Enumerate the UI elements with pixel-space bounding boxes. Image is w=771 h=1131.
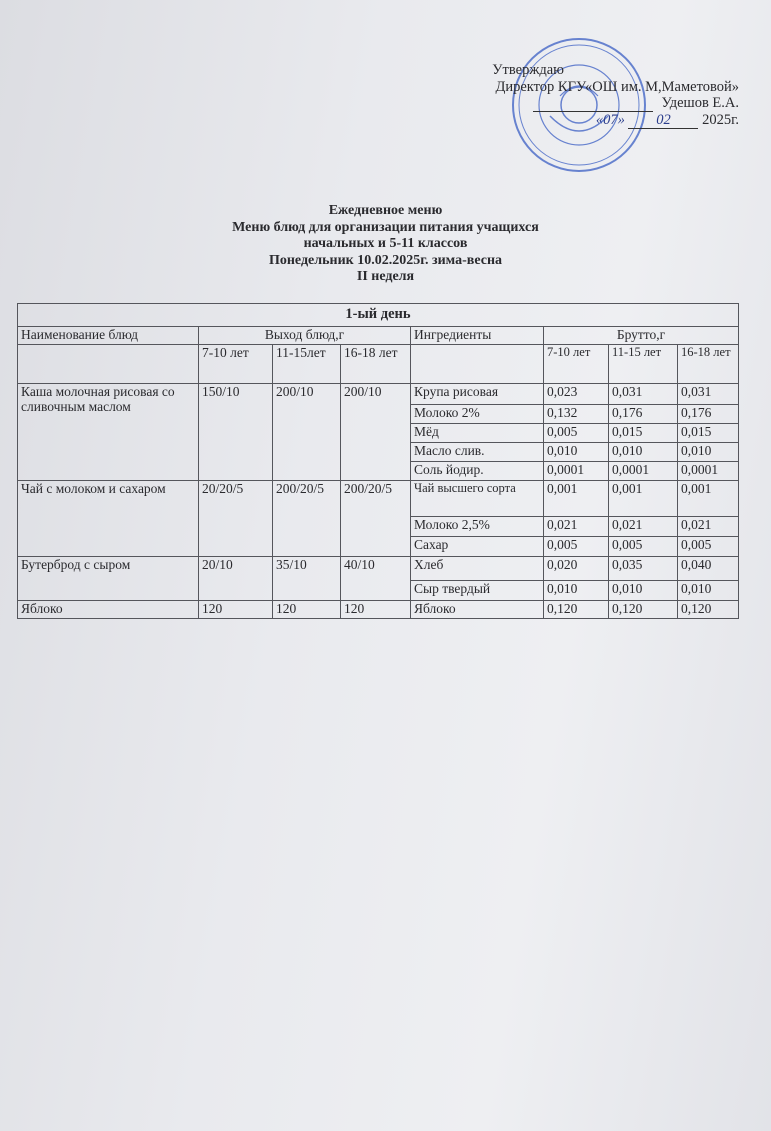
empty-cell (17, 344, 199, 384)
ingredient-name: Сыр твердый (410, 580, 544, 601)
ingredient-gross: 0,120 (677, 600, 739, 619)
heading-line-4: Понедельник 10.02.2025г. зима-весна (268, 252, 503, 268)
ingredient-gross: 0,001 (608, 480, 678, 517)
ingredient-gross: 0,132 (543, 404, 609, 424)
dish-yield: 120 (272, 600, 341, 619)
dish-yield: 20/10 (198, 556, 273, 601)
header-dish: Наименование блюд (17, 326, 199, 345)
header-yield: Выход блюд,г (198, 326, 411, 345)
table-row: Каша молочная рисовая со сливочным масло… (17, 383, 739, 481)
approval-position: Директор КГУ«ОШ им. М,Маметовой» (495, 78, 739, 95)
table-row: Бутерброд с сыром 20/10 35/10 40/10 Хлеб 0,02… (17, 556, 739, 601)
ingredient-gross: 0,001 (677, 480, 739, 517)
menu-table: 1-ый день Наименование блюд Выход блюд,г… (17, 303, 739, 619)
gross-age: 16-18 лет (677, 344, 739, 384)
ingredient-gross: 0,0001 (677, 461, 739, 481)
dish-name: Бутерброд с сыром (17, 556, 199, 601)
yield-age: 11-15лет (272, 344, 341, 384)
approval-signature: Удешов Е.А. (492, 95, 739, 112)
dish-name: Яблоко (17, 600, 199, 619)
heading-line-3: начальных и 5-11 классов (303, 236, 468, 251)
dish-yield: 200/10 (340, 383, 411, 481)
gross-age: 7-10 лет (543, 344, 609, 384)
ingredient-gross: 0,0001 (608, 461, 678, 481)
dish-yield: 20/20/5 (198, 480, 273, 557)
ingredient-name: Крупа рисовая (410, 383, 544, 405)
empty-cell (410, 344, 544, 384)
ingredient-gross: 0,040 (677, 556, 739, 581)
table-row: Молоко 2% 0,132 0,176 0,176 (18, 404, 739, 424)
approval-date: «07» 02 2025г. (492, 111, 739, 129)
date-year: 2025г. (702, 111, 739, 128)
yield-age: 7-10 лет (198, 344, 273, 384)
ingredient-name: Чай высшего сорта (410, 480, 544, 517)
ingredient-gross: 0,010 (677, 580, 739, 601)
date-day: «07» (595, 111, 625, 128)
ingredient-gross: 0,010 (608, 580, 678, 601)
ingredient-gross: 0,120 (608, 600, 678, 619)
dish-yield: 200/20/5 (272, 480, 341, 557)
ingredient-gross: 0,010 (543, 580, 609, 601)
heading-line-2: Меню блюд для организации питания учащих… (232, 219, 539, 235)
ingredient-name: Масло слив. (410, 442, 544, 462)
ingredient-gross: 0,035 (608, 556, 678, 581)
dish-yield: 150/10 (198, 383, 273, 481)
dish-yield: 40/10 (340, 556, 411, 601)
approval-title: Утверждаю (492, 62, 564, 78)
date-month: 02 (628, 112, 699, 129)
ingredient-name: Хлеб (410, 556, 544, 581)
table-row: Яблоко 120 120 120 Яблоко 0,120 0,120 0,120 (17, 600, 739, 619)
ingredient-gross: 0,021 (608, 516, 678, 537)
ingredient-name: Мёд (410, 423, 544, 443)
ingredient-gross: 0,120 (543, 600, 609, 619)
ingredient-gross: 0,021 (543, 516, 609, 537)
dish-name: Каша молочная рисовая со сливочным масло… (17, 383, 199, 481)
approver-name: Удешов Е.А. (661, 95, 739, 111)
ingredient-gross: 0,010 (677, 442, 739, 462)
dish-yield: 200/10 (272, 383, 341, 481)
ingredient-name: Молоко 2,5% (410, 516, 544, 537)
ingredient-gross: 0,005 (608, 536, 678, 557)
ingredient-gross: 0,010 (608, 442, 678, 462)
dish-yield: 120 (340, 600, 411, 619)
ingredient-gross: 0,005 (543, 423, 609, 443)
ingredient-gross: 0,023 (543, 383, 609, 405)
ingredient-gross: 0,015 (608, 423, 678, 443)
ingredient-gross: 0,176 (677, 404, 739, 424)
dish-yield: 120 (198, 600, 273, 619)
day-title: 1-ый день (17, 303, 739, 327)
ingredient-name: Сахар (410, 536, 544, 557)
signature-line (533, 99, 654, 112)
ingredient-name: Соль йодир. (410, 461, 544, 481)
approval-block: Утверждаю Директор КГУ«ОШ им. М,Маметово… (492, 62, 739, 129)
table-row: Сыр твердый 0,010 0,010 0,010 (18, 580, 739, 601)
heading-line-5: II неделя (356, 269, 415, 284)
document-heading: Ежедневное меню Меню блюд для организаци… (0, 203, 771, 286)
header-gross: Брутто,г (543, 326, 739, 345)
ingredient-gross: 0,021 (677, 516, 739, 537)
ingredient-gross: 0,001 (543, 480, 609, 517)
ingredient-gross: 0,020 (543, 556, 609, 581)
header-ingredients: Ингредиенты (410, 326, 544, 345)
table-row: Сахар 0,005 0,005 0,005 (18, 536, 739, 557)
table-row: Чай с молоком и сахаром 20/20/5 200/20/5 20… (17, 480, 739, 557)
official-stamp (512, 38, 646, 172)
ingredient-gross: 0,031 (677, 383, 739, 405)
ingredient-gross: 0,0001 (543, 461, 609, 481)
ingredient-gross: 0,010 (543, 442, 609, 462)
table-row: Масло слив. 0,010 0,010 0,010 (18, 442, 739, 462)
heading-line-1: Ежедневное меню (328, 203, 443, 218)
ingredient-gross: 0,005 (677, 536, 739, 557)
dish-name: Чай с молоком и сахаром (17, 480, 199, 557)
ingredient-name: Молоко 2% (410, 404, 544, 424)
ingredient-gross: 0,005 (543, 536, 609, 557)
ingredient-gross: 0,031 (608, 383, 678, 405)
yield-age: 16-18 лет (340, 344, 411, 384)
gross-age: 11-15 лет (608, 344, 678, 384)
dish-yield: 35/10 (272, 556, 341, 601)
ingredient-gross: 0,176 (608, 404, 678, 424)
ingredient-name: Яблоко (410, 600, 544, 619)
dish-yield: 200/20/5 (340, 480, 411, 557)
ingredient-gross: 0,015 (677, 423, 739, 443)
